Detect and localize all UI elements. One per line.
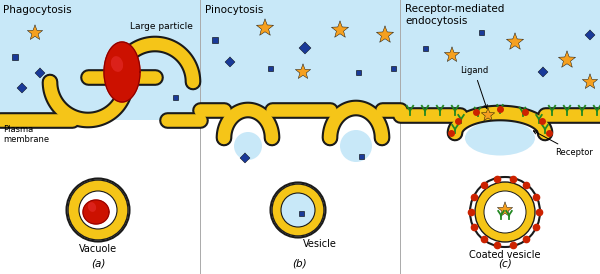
Circle shape — [67, 178, 130, 241]
Ellipse shape — [111, 56, 123, 72]
Bar — [299, 210, 304, 215]
Circle shape — [475, 182, 535, 242]
Bar — [212, 37, 218, 43]
Polygon shape — [506, 33, 524, 49]
Text: Vesicle: Vesicle — [303, 239, 337, 249]
Circle shape — [340, 130, 372, 162]
Bar — [391, 65, 395, 70]
Circle shape — [272, 184, 324, 236]
Text: (b): (b) — [293, 258, 307, 268]
Polygon shape — [585, 30, 595, 40]
Polygon shape — [28, 25, 43, 39]
Text: (c): (c) — [498, 258, 512, 268]
Polygon shape — [559, 51, 575, 67]
Ellipse shape — [465, 121, 535, 156]
Polygon shape — [104, 42, 140, 102]
Polygon shape — [497, 202, 512, 216]
Text: Vacuole: Vacuole — [79, 244, 117, 254]
Circle shape — [68, 180, 128, 240]
Bar — [355, 70, 361, 75]
Polygon shape — [35, 68, 45, 78]
Text: Receptor: Receptor — [533, 131, 593, 157]
Text: Receptor-mediated
endocytosis: Receptor-mediated endocytosis — [405, 4, 505, 25]
Polygon shape — [481, 108, 494, 121]
Bar — [359, 153, 364, 158]
FancyBboxPatch shape — [0, 0, 200, 120]
Text: (a): (a) — [91, 258, 105, 268]
Polygon shape — [376, 26, 394, 42]
FancyBboxPatch shape — [400, 0, 600, 115]
Polygon shape — [240, 153, 250, 163]
Circle shape — [79, 191, 117, 229]
Bar — [268, 65, 272, 70]
Circle shape — [470, 177, 540, 247]
Text: Plasma
membrane: Plasma membrane — [3, 125, 49, 144]
Bar — [422, 45, 427, 50]
Circle shape — [484, 191, 526, 233]
Ellipse shape — [88, 202, 96, 212]
Text: Ligand: Ligand — [460, 66, 488, 108]
Text: Phagocytosis: Phagocytosis — [3, 5, 71, 15]
Circle shape — [281, 193, 315, 227]
Polygon shape — [299, 42, 311, 54]
Circle shape — [234, 132, 262, 160]
Polygon shape — [331, 21, 349, 37]
FancyBboxPatch shape — [200, 0, 400, 110]
Polygon shape — [17, 83, 27, 93]
Polygon shape — [295, 64, 311, 78]
Circle shape — [271, 182, 325, 238]
Polygon shape — [256, 19, 274, 35]
Bar — [479, 30, 484, 35]
Polygon shape — [445, 47, 460, 61]
Bar — [173, 95, 178, 99]
Text: Pinocytosis: Pinocytosis — [205, 5, 263, 15]
Polygon shape — [538, 67, 548, 77]
Polygon shape — [583, 74, 598, 89]
Text: Coated vesicle: Coated vesicle — [469, 250, 541, 260]
Bar — [12, 54, 18, 60]
Text: Large particle: Large particle — [130, 22, 193, 31]
Polygon shape — [225, 57, 235, 67]
Polygon shape — [83, 200, 109, 224]
